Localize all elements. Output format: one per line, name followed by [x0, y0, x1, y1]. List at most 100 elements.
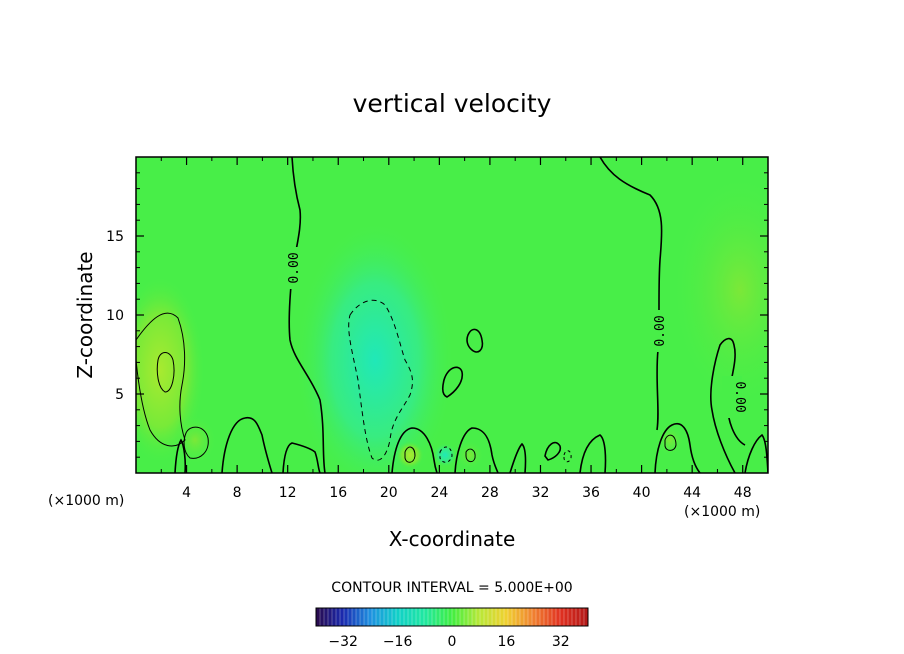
x-tick-label: 40	[633, 485, 651, 501]
positive-anomaly-right	[670, 170, 768, 410]
positive-contour-cell	[183, 426, 209, 459]
colorbar-cell	[484, 608, 489, 626]
colorbar-cell	[516, 608, 521, 626]
zero-contour-bottom	[221, 416, 273, 473]
x-unit-left: (×1000 m)	[48, 493, 124, 509]
colorbar-cell	[356, 608, 361, 626]
colorbar-cell	[520, 608, 525, 626]
colorbar-cell	[348, 608, 353, 626]
contour-label-bg	[284, 247, 304, 289]
positive-contour-cell	[664, 434, 677, 451]
colorbar-cell	[464, 608, 469, 626]
negative-contour	[348, 299, 413, 461]
colorbar-tick-label: 0	[448, 634, 457, 650]
colorbar-cell	[584, 608, 589, 626]
positive-contour-left	[136, 312, 186, 447]
colorbar-cell	[404, 608, 409, 626]
negative-anomaly	[295, 220, 455, 473]
positive-cell-small	[456, 441, 484, 469]
colorbar-cell	[500, 608, 505, 626]
colorbar-cell	[568, 608, 573, 626]
x-axis-label: X-coordinate	[389, 527, 516, 551]
zero-contour-bottom	[454, 427, 499, 473]
positive-contours	[136, 312, 677, 463]
colorbar-cell	[420, 608, 425, 626]
colorbar-cell	[368, 608, 373, 626]
colorbar-cell	[532, 608, 537, 626]
colorbar-cell	[496, 608, 501, 626]
x-tick-label: 36	[582, 485, 600, 501]
y-tick-label: 15	[106, 229, 124, 245]
positive-cell-small	[656, 424, 684, 456]
zero-contour-bottom	[509, 442, 527, 473]
colorbar-cell	[536, 608, 541, 626]
colorbar-cell	[564, 608, 569, 626]
colorbar-tick-label: −32	[328, 634, 358, 650]
negative-contour-cell	[563, 450, 572, 463]
contour-label-bg	[650, 310, 670, 352]
colorbar-cell	[548, 608, 553, 626]
colorbar-cell	[352, 608, 357, 626]
positive-contour-inner	[156, 352, 175, 393]
x-tick-label: 16	[329, 485, 347, 501]
colorbar-cell	[380, 608, 385, 626]
colorbar-cell	[324, 608, 329, 626]
zero-contour-right	[599, 157, 663, 431]
colorbar-cell	[440, 608, 445, 626]
contour-lines	[174, 157, 768, 473]
colorbar-cell	[320, 608, 325, 626]
colorbar-cell	[556, 608, 561, 626]
colorbar-cell	[508, 608, 513, 626]
contour-label: 0.00	[653, 315, 668, 346]
colorbar-cell	[432, 608, 437, 626]
colorbar-cell	[456, 608, 461, 626]
colorbar-cell	[512, 608, 517, 626]
colorbar-cell	[384, 608, 389, 626]
colorbar-cell	[468, 608, 473, 626]
colorbar-cell	[444, 608, 449, 626]
colorbar-cell	[360, 608, 365, 626]
colorbar-cell	[396, 608, 401, 626]
x-unit-right: (×1000 m)	[684, 504, 760, 520]
colorbar-cell	[400, 608, 405, 626]
colorbar-cell	[336, 608, 341, 626]
colorbar-cell	[488, 608, 493, 626]
contour-label: 0.00	[732, 381, 747, 412]
negative-contour-cell	[439, 446, 453, 463]
chart-title: vertical velocity	[353, 89, 552, 118]
contour-label: 0.00	[287, 252, 302, 283]
colorbar-cell	[492, 608, 497, 626]
colorbar-cell	[328, 608, 333, 626]
colorbar-cell	[540, 608, 545, 626]
colorbar-cell	[476, 608, 481, 626]
colorbar-cell	[524, 608, 529, 626]
colorbar-cell	[416, 608, 421, 626]
contour-label-bg	[722, 376, 742, 418]
zero-contour-bottom	[579, 434, 607, 473]
zero-contour-left	[288, 157, 326, 473]
colorbar-cell	[428, 608, 433, 626]
x-tick-label: 28	[481, 485, 499, 501]
colorbar-cell	[332, 608, 337, 626]
colorbar-tick-label: 32	[552, 634, 570, 650]
x-tick-label: 48	[734, 485, 752, 501]
colorbar-tick-label: −16	[383, 634, 413, 650]
y-axis-label: Z-coordinate	[73, 251, 97, 378]
x-tick-label: 12	[279, 485, 297, 501]
y-tick-label: 10	[106, 308, 124, 324]
colorbar-frame	[315, 607, 589, 627]
x-tick-label: 44	[683, 485, 701, 501]
colorbar-cell	[580, 608, 585, 626]
colorbar-cell	[424, 608, 429, 626]
positive-contour-cell	[404, 446, 416, 463]
colorbar-cell	[408, 608, 413, 626]
contour-interval-text: CONTOUR INTERVAL = 5.000E+00	[331, 580, 572, 596]
colorbar-cell	[544, 608, 549, 626]
colorbar-ticks: −32 −16 0 16 32	[328, 634, 569, 650]
y-tick-label: 5	[115, 387, 124, 403]
colorbar-cell	[436, 608, 441, 626]
colorbar-cell	[364, 608, 369, 626]
negative-cell-small	[433, 443, 457, 467]
